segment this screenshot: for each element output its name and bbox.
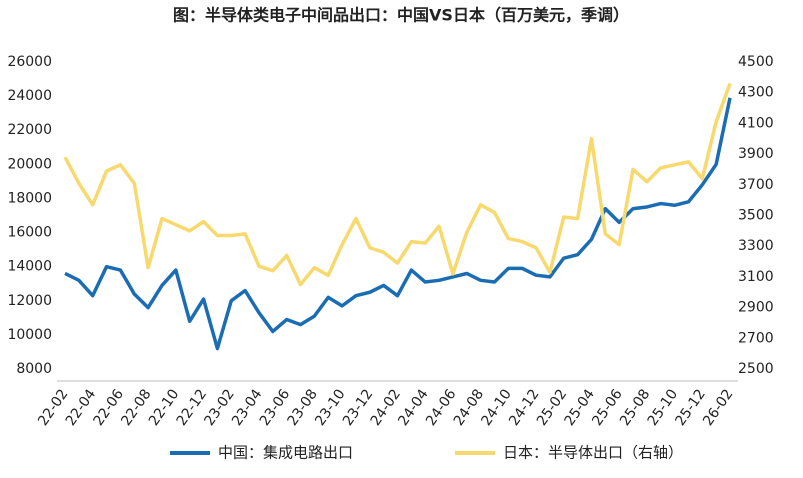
y-tick-label: 8000 xyxy=(16,361,52,377)
y2-tick-label: 3500 xyxy=(738,208,774,224)
y-tick-label: 22000 xyxy=(7,122,52,138)
y2-tick-label: 3900 xyxy=(738,146,774,162)
y-tick-label: 10000 xyxy=(7,327,52,343)
y2-tick-label: 4300 xyxy=(738,85,774,101)
y-tick-label: 16000 xyxy=(7,225,52,241)
x-tick-label: 26-02 xyxy=(700,386,736,429)
series-line xyxy=(64,97,732,351)
y-tick-label: 20000 xyxy=(7,156,52,172)
y2-tick-label: 4100 xyxy=(738,115,774,131)
y2-tick-label: 4500 xyxy=(738,54,774,70)
y2-tick-label: 2900 xyxy=(738,300,774,316)
y-tick-label: 18000 xyxy=(7,190,52,206)
y-tick-label: 12000 xyxy=(7,293,52,309)
legend-label: 中国：集成电路出口 xyxy=(218,444,353,462)
y2-tick-label: 2700 xyxy=(738,330,774,346)
y2-tick-label: 2500 xyxy=(738,361,774,377)
series-line xyxy=(63,82,732,287)
y2-tick-label: 3700 xyxy=(738,177,774,193)
y-tick-label: 26000 xyxy=(7,54,52,70)
legend-label: 日本：半导体出口（右轴） xyxy=(503,444,683,462)
y2-tick-label: 3300 xyxy=(738,238,774,254)
y-tick-label: 24000 xyxy=(7,88,52,104)
y2-tick-label: 3100 xyxy=(738,269,774,285)
y-tick-label: 14000 xyxy=(7,259,52,275)
chart-title: 图：半导体类电子中间品出口：中国VS日本（百万美元，季调） xyxy=(173,6,629,25)
